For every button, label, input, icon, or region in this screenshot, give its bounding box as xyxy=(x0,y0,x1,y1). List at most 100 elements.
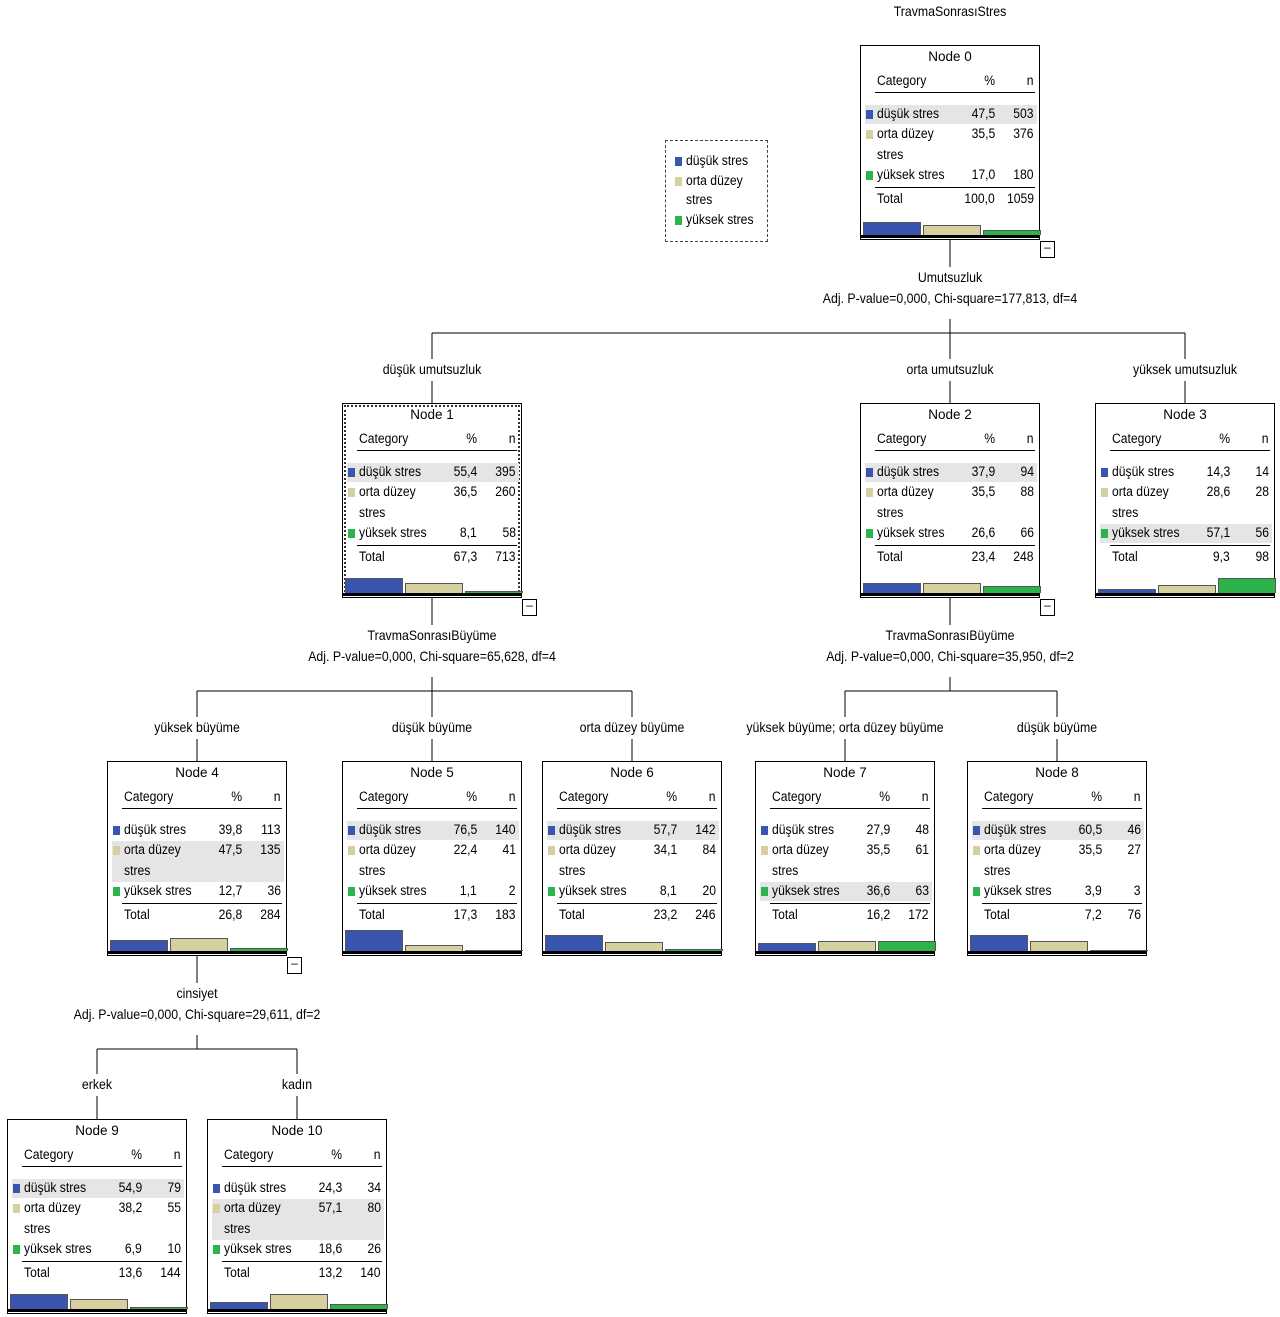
bar-orta xyxy=(605,941,663,951)
tree-node[interactable]: Node 4 Category% n düşük stres 39,8 113 orta d… xyxy=(107,761,302,974)
n-value: 84 xyxy=(702,842,716,857)
col-header-n: n xyxy=(374,1147,381,1162)
pct-value: 35,5 xyxy=(866,842,890,857)
total-rule xyxy=(875,187,1035,188)
total-rule xyxy=(222,1261,382,1262)
pct-value: 76,5 xyxy=(453,822,477,837)
legend-swatch-orta xyxy=(675,177,682,186)
n-value: 180 xyxy=(1013,167,1034,182)
col-header-pct: % xyxy=(131,1147,142,1162)
pct-value: 3,9 xyxy=(1085,883,1102,898)
branch-label: orta düzey büyüme xyxy=(579,717,685,738)
n-value: 48 xyxy=(915,822,929,837)
tree-node[interactable]: Node 5 Category% n düşük stres 76,5 140 orta d… xyxy=(342,761,523,956)
category-label: düşük stres xyxy=(559,822,622,837)
n-value: 80 xyxy=(367,1200,381,1215)
node-id: Node 2 xyxy=(928,407,972,422)
tree-node[interactable]: Node 0 Category% n düşük stres 47,5 503 orta d… xyxy=(860,45,1055,258)
bar-baseline xyxy=(108,951,286,954)
legend-label-dusuk: düşük stres xyxy=(686,153,749,168)
n-value: 135 xyxy=(260,842,281,857)
total-rule xyxy=(1110,545,1270,546)
col-header-category: Category xyxy=(559,789,609,804)
branch-label: kadın xyxy=(281,1074,313,1095)
header-rule xyxy=(357,450,517,451)
tree-node[interactable]: Node 9 Category% n düşük stres 54,9 79 orta dü… xyxy=(7,1119,188,1314)
col-header-n: n xyxy=(274,789,281,804)
category-label: düşük stres xyxy=(359,464,422,479)
total-n: 183 xyxy=(495,907,516,922)
row-highlight xyxy=(1100,524,1272,543)
swatch-dusuk xyxy=(213,1184,220,1193)
swatch-yuksek xyxy=(866,529,873,538)
n-value: 20 xyxy=(702,883,716,898)
category-label: stres xyxy=(359,863,386,878)
n-value: 376 xyxy=(1013,126,1034,141)
collapse-button[interactable]: – xyxy=(522,599,537,616)
pct-value: 36,6 xyxy=(866,883,890,898)
node-id: Node 1 xyxy=(410,407,454,422)
category-label: stres xyxy=(877,147,904,162)
total-label: Total xyxy=(24,1265,50,1280)
tree-node[interactable]: Node 2 Category% n düşük stres 37,9 94 orta dü… xyxy=(860,403,1055,616)
pct-value: 35,5 xyxy=(971,484,995,499)
total-rule xyxy=(557,903,717,904)
category-label: düşük stres xyxy=(984,822,1047,837)
category-label: stres xyxy=(1112,505,1139,520)
category-label: yüksek stres xyxy=(877,525,945,540)
n-value: 26 xyxy=(367,1241,381,1256)
branch-label: düşük umutsuzluk xyxy=(382,359,482,380)
category-label: yüksek stres xyxy=(559,883,627,898)
total-pct: 9,3 xyxy=(1213,549,1230,564)
bar-orta xyxy=(70,1298,128,1309)
category-label: düşük stres xyxy=(224,1180,287,1195)
n-value: 34 xyxy=(367,1180,381,1195)
pct-value: 39,8 xyxy=(218,822,242,837)
tree-node[interactable]: Node 3 Category% n düşük stres 14,3 14 orta dü… xyxy=(1095,403,1276,598)
n-value: 113 xyxy=(261,822,281,837)
bar-baseline xyxy=(343,951,521,954)
bar-yuksek xyxy=(1090,949,1148,951)
bar-dusuk xyxy=(863,222,921,235)
collapse-button[interactable]: – xyxy=(287,957,302,974)
total-rule xyxy=(22,1261,182,1262)
collapse-button[interactable]: – xyxy=(1040,241,1055,258)
category-label: yüksek stres xyxy=(877,167,945,182)
total-pct: 100,0 xyxy=(964,191,995,206)
tree-node[interactable]: Node 6 Category% n düşük stres 57,7 142 orta d… xyxy=(542,761,723,956)
bar-dusuk xyxy=(110,940,168,951)
tree-node[interactable]: Node 1 Category% n düşük stres 55,4 395 orta d… xyxy=(342,403,537,616)
n-value: 10 xyxy=(167,1241,181,1256)
col-header-n: n xyxy=(1262,431,1269,446)
n-value: 55 xyxy=(167,1200,181,1215)
bar-yuksek xyxy=(983,585,1041,593)
total-rule xyxy=(770,903,930,904)
collapse-button[interactable]: – xyxy=(1040,599,1055,616)
bar-baseline xyxy=(208,1309,386,1312)
category-label: düşük stres xyxy=(877,106,940,121)
tree-node[interactable]: Node 8 Category% n düşük stres 60,5 46 orta dü… xyxy=(967,761,1148,956)
header-rule xyxy=(1110,450,1270,451)
total-rule xyxy=(122,903,282,904)
tree-node[interactable]: Node 7 Category% n düşük stres 27,9 48 orta dü… xyxy=(755,761,936,956)
total-n: 144 xyxy=(160,1265,181,1280)
bar-yuksek xyxy=(1218,577,1276,593)
tree-node[interactable]: Node 10 Category% n düşük stres 24,3 34 orta d… xyxy=(207,1119,388,1314)
branch-label: düşük büyüme xyxy=(391,717,473,738)
category-label: düşük stres xyxy=(772,822,835,837)
swatch-yuksek xyxy=(113,887,120,896)
bar-yuksek xyxy=(983,230,1041,235)
category-label: düşük stres xyxy=(1112,464,1175,479)
category-label: stres xyxy=(984,863,1011,878)
split-stats: Adj. P-value=0,000, Chi-square=65,628, d… xyxy=(308,646,556,667)
total-label: Total xyxy=(877,191,903,206)
split-stats: Adj. P-value=0,000, Chi-square=35,950, d… xyxy=(826,646,1074,667)
total-label: Total xyxy=(984,907,1010,922)
swatch-dusuk xyxy=(866,110,873,119)
swatch-orta xyxy=(213,1204,220,1213)
total-n: 140 xyxy=(360,1265,381,1280)
n-value: 46 xyxy=(1127,822,1141,837)
total-pct: 7,2 xyxy=(1085,907,1102,922)
col-header-n: n xyxy=(1134,789,1141,804)
bar-dusuk xyxy=(345,578,403,593)
